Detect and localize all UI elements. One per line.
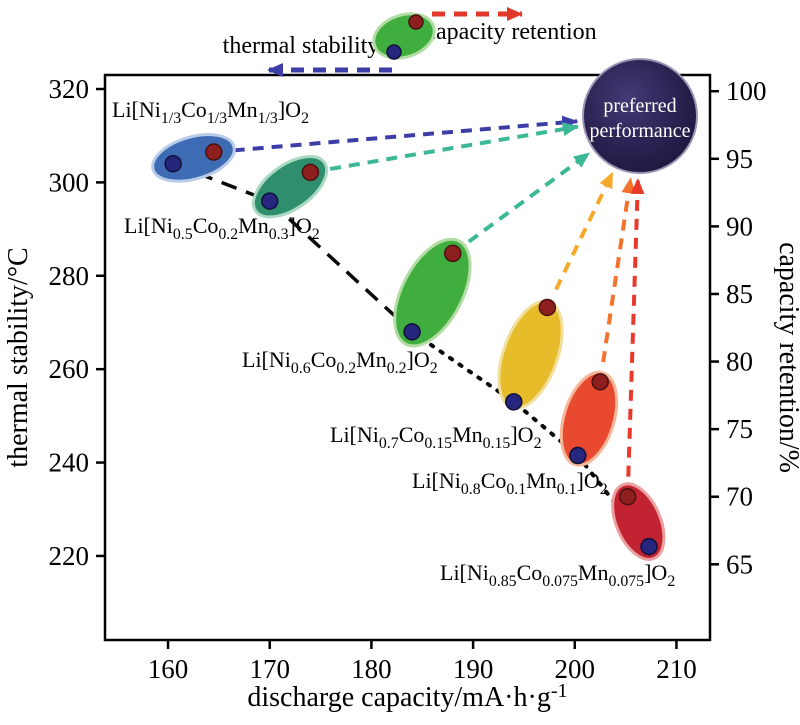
thermal-stability-dot (505, 393, 523, 411)
y-right-tick-label: 100 (726, 76, 767, 106)
capacity-retention-dot (205, 143, 223, 161)
x-tick-label: 210 (656, 654, 697, 684)
capacity-retention-dot (618, 487, 637, 506)
preferred-label-line2: performance (589, 120, 690, 142)
thermal-stability-dot (569, 446, 587, 465)
legend-thermal-stability-label: thermal stability (223, 33, 380, 59)
x-tick-label: 180 (351, 654, 392, 684)
point-formula-label: Li[Ni0.8Co0.1Mn0.1]O2 (412, 468, 608, 498)
legend-retention-dot (408, 14, 424, 30)
y-left-tick-label: 300 (49, 167, 90, 197)
capacity-retention-dot (591, 373, 609, 391)
performance-arrow (329, 122, 579, 171)
point-formula-label: Li[Ni0.85Co0.075Mn0.075]O2 (440, 560, 675, 590)
y-right-tick-label: 75 (726, 414, 753, 444)
x-tick-label: 190 (453, 654, 494, 684)
y-right-tick-label: 85 (726, 279, 753, 309)
x-tick-label: 160 (148, 654, 189, 684)
thermal-stability-dot (640, 537, 658, 556)
y-left-tick-label: 260 (49, 354, 90, 384)
thermal-stability-dot (164, 154, 182, 173)
capacity-retention-dot (301, 163, 320, 182)
y-left-axis-title: thermal stability/°C (3, 247, 34, 467)
point-formula-label: Li[Ni0.6Co0.2Mn0.2]O2 (242, 347, 438, 377)
y-right-tick-label: 90 (726, 211, 753, 241)
thermal-stability-dot (260, 192, 279, 210)
y-left-tick-label: 240 (49, 448, 90, 478)
point-formula-label: Li[Ni0.7Co0.15Mn0.15]O2 (330, 422, 542, 452)
performance-arrow (601, 177, 636, 363)
x-tick-label: 170 (249, 654, 290, 684)
thermal-stability-dot (403, 323, 421, 341)
point-formula-label: Li[Ni0.5Co0.2Mn0.3]O2 (124, 213, 320, 243)
y-right-tick-label: 80 (726, 347, 753, 377)
y-left-tick-label: 220 (49, 541, 90, 571)
performance-arrow (233, 115, 579, 153)
preferred-performance-circle (582, 58, 698, 174)
capacity-retention-dot (443, 244, 462, 263)
plot-frame (103, 73, 712, 642)
performance-arrow (554, 171, 615, 291)
performance-arrow (626, 177, 645, 477)
data-point-ellipse (497, 299, 564, 410)
preferred-label-line1: preferred (603, 95, 676, 117)
legend-capacity-retention-label: capacity retention (425, 19, 596, 45)
data-point-ellipse (393, 237, 472, 348)
data-point-ellipse (611, 482, 666, 561)
y-right-tick-label: 70 (726, 482, 753, 512)
point-formula-label: Li[Ni1/3Co1/3Mn1/3]O2 (112, 97, 309, 127)
x-axis-title: discharge capacity/mA·h·g-1 (247, 680, 567, 713)
legend-thermal-dot (386, 44, 402, 60)
y-left-tick-label: 280 (49, 261, 90, 291)
y-right-axis-title: capacity retention/% (773, 242, 800, 473)
performance-arrow (467, 151, 591, 244)
capacity-retention-dot (538, 298, 557, 317)
y-right-tick-label: 65 (726, 549, 753, 579)
data-point-ellipse (151, 133, 236, 183)
x-tick-label: 200 (555, 654, 596, 684)
data-point-ellipse (559, 370, 619, 467)
y-right-tick-label: 95 (726, 144, 753, 174)
y-left-tick-label: 320 (49, 74, 90, 104)
